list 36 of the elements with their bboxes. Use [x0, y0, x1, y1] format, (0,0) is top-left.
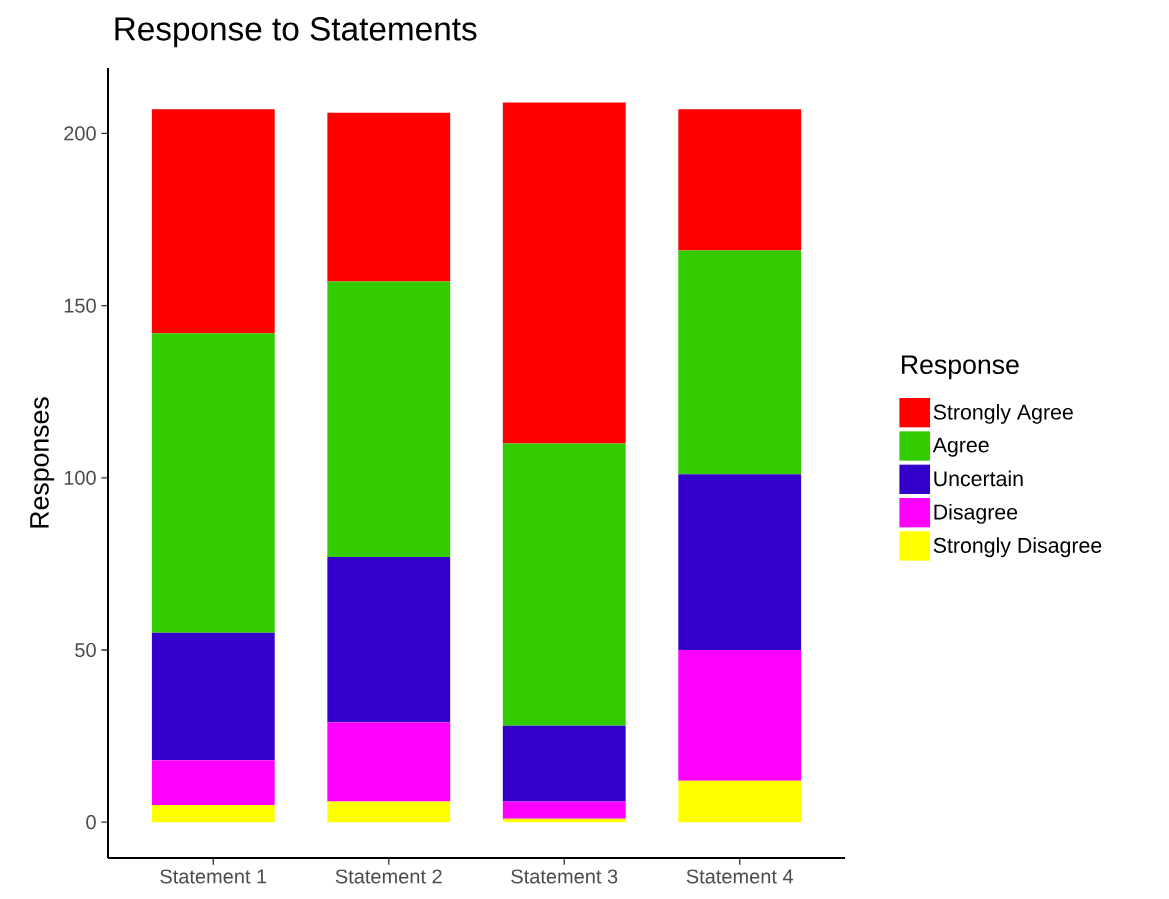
y-tick-label: 150 — [64, 298, 96, 313]
y-tick-label: 50 — [75, 642, 96, 658]
y-tick-label: 0 — [86, 815, 96, 830]
bar — [151, 760, 275, 805]
bar — [502, 102, 626, 444]
bar — [502, 801, 626, 819]
bar — [502, 443, 626, 726]
legend-label: Disagree — [934, 503, 1018, 524]
bar — [678, 780, 802, 823]
y-axis-title: Responses — [30, 397, 55, 528]
x-tick-label: Statement 4 — [686, 869, 794, 884]
bar — [327, 112, 451, 282]
y-tick-label: 200 — [64, 126, 96, 141]
bar — [151, 109, 275, 334]
bar — [327, 557, 451, 723]
bar — [502, 725, 626, 802]
legend-label: Agree — [932, 437, 989, 457]
legend-label: Strongly Disagree — [933, 537, 1102, 558]
chart-title: Response to Statements — [115, 17, 477, 48]
bar — [678, 250, 802, 475]
bar — [678, 109, 802, 251]
y-tick-label: 100 — [64, 470, 96, 485]
bar — [151, 804, 275, 823]
x-tick-label: Statement 3 — [511, 869, 618, 884]
bar — [678, 474, 802, 651]
bar — [151, 632, 275, 761]
bar — [327, 281, 451, 558]
x-tick-label: Statement 1 — [160, 869, 267, 884]
legend-label: Uncertain — [934, 470, 1023, 487]
bar — [151, 333, 275, 633]
x-tick-label: Statement 2 — [335, 869, 442, 884]
bar — [327, 801, 451, 823]
legend-title: Response — [902, 355, 1019, 380]
bar — [678, 650, 802, 781]
legend-label: Strongly Agree — [933, 403, 1073, 424]
bar — [327, 722, 451, 802]
